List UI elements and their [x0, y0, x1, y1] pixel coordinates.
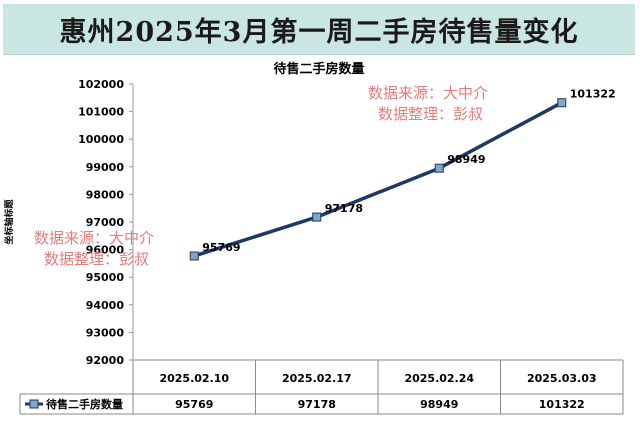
x-category-label: 2025.02.24	[404, 372, 474, 385]
x-category-label: 2025.02.17	[282, 372, 352, 385]
watermark-editor-text: 数据整理：彭叔	[44, 250, 150, 268]
y-axis-title: 坐标轴标题	[3, 199, 15, 245]
data-table-value: 95769	[175, 398, 213, 411]
page-title: 惠州2025年3月第一周二手房待售量变化	[59, 16, 579, 48]
y-tick-label: 101000	[78, 106, 124, 119]
x-category-label: 2025.03.03	[527, 372, 597, 385]
data-point	[312, 212, 322, 222]
y-tick-label: 97000	[86, 216, 125, 229]
data-label: 97178	[325, 202, 363, 215]
watermark-source-text: 数据来源：大中介	[34, 229, 155, 247]
y-tick-label: 96000	[86, 244, 125, 257]
y-tick-label: 92000	[86, 354, 125, 367]
series-line	[193, 101, 563, 258]
data-table-value: 97178	[298, 398, 336, 411]
legend-label: 待售二手房数量	[45, 397, 123, 411]
watermark-right: 数据来源：大中介 数据整理：彭叔	[368, 83, 488, 125]
y-tick-label: 98000	[86, 188, 125, 201]
watermark-left: 数据来源：大中介 数据整理：彭叔	[34, 228, 154, 270]
legend-marker	[29, 399, 39, 409]
data-label: 98949	[447, 153, 485, 166]
data-point	[189, 251, 199, 261]
data-label: 95769	[202, 241, 240, 254]
y-tick-label: 100000	[78, 133, 124, 146]
data-point	[557, 98, 567, 108]
data-table-value: 101322	[539, 398, 585, 411]
y-tick-label: 94000	[86, 299, 125, 312]
data-point	[434, 163, 444, 173]
watermark-editor-text: 数据整理：彭叔	[378, 105, 484, 123]
data-label: 101322	[570, 88, 616, 101]
y-tick-label: 95000	[86, 271, 125, 284]
data-table-value: 98949	[420, 398, 458, 411]
y-tick-label: 93000	[86, 326, 125, 339]
watermark-source-text: 数据来源：大中介	[368, 84, 489, 102]
line-chart: 待售二手房数量坐标轴标题9200093000940009500096000970…	[3, 61, 624, 415]
y-tick-label: 99000	[86, 161, 125, 174]
chart-title: 待售二手房数量	[272, 61, 364, 77]
y-tick-label: 102000	[78, 78, 124, 91]
x-category-label: 2025.02.10	[159, 372, 229, 385]
chart-area: 待售二手房数量 坐标轴标题 92000 93000 94000 95000 96000 970…	[3, 56, 635, 424]
title-banner: 惠州2025年3月第一周二手房待售量变化	[3, 4, 635, 55]
